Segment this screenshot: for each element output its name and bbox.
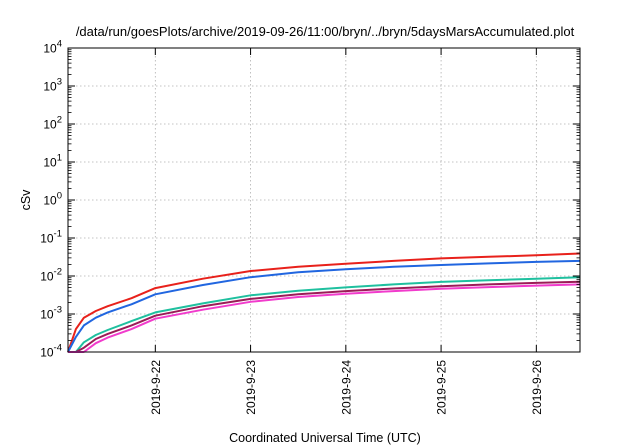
series-line-4 [68,280,581,353]
y-tick-exponent: -1 [54,229,62,240]
chart-title: /data/run/goesPlots/archive/2019-09-26/1… [76,24,575,39]
series-line-3 [68,276,581,353]
y-tick-exponent: 4 [57,39,62,50]
y-tick-exponent: 1 [57,153,62,164]
x-tick-label: 2019-9-26 [530,360,544,415]
series-line-1 [67,252,581,353]
series-layer [67,252,581,353]
x-tick-label: 2019-9-23 [244,360,258,415]
x-tick-label: 2019-9-22 [149,360,163,415]
plot-frame [67,47,581,353]
y-tick-exponent: 2 [57,115,62,126]
y-axis-label: cSv [19,189,33,211]
x-tick-label: 2019-9-24 [339,360,353,415]
y-tick-exponent: -3 [54,305,62,316]
y-tick-exponent: 0 [57,191,62,202]
y-tick-exponent: -2 [54,267,62,278]
y-tick-exponent: -4 [54,343,62,354]
x-axis-label: Coordinated Universal Time (UTC) [229,431,421,445]
series-line-2 [67,259,581,353]
x-tick-label: 2019-9-25 [435,360,449,415]
y-tick-exponent: 3 [57,77,62,88]
x-tick-labels: 2019-9-22 2019-9-23 2019-9-24 2019-9-25 2019… [149,360,544,415]
series-line-5 [68,283,581,353]
